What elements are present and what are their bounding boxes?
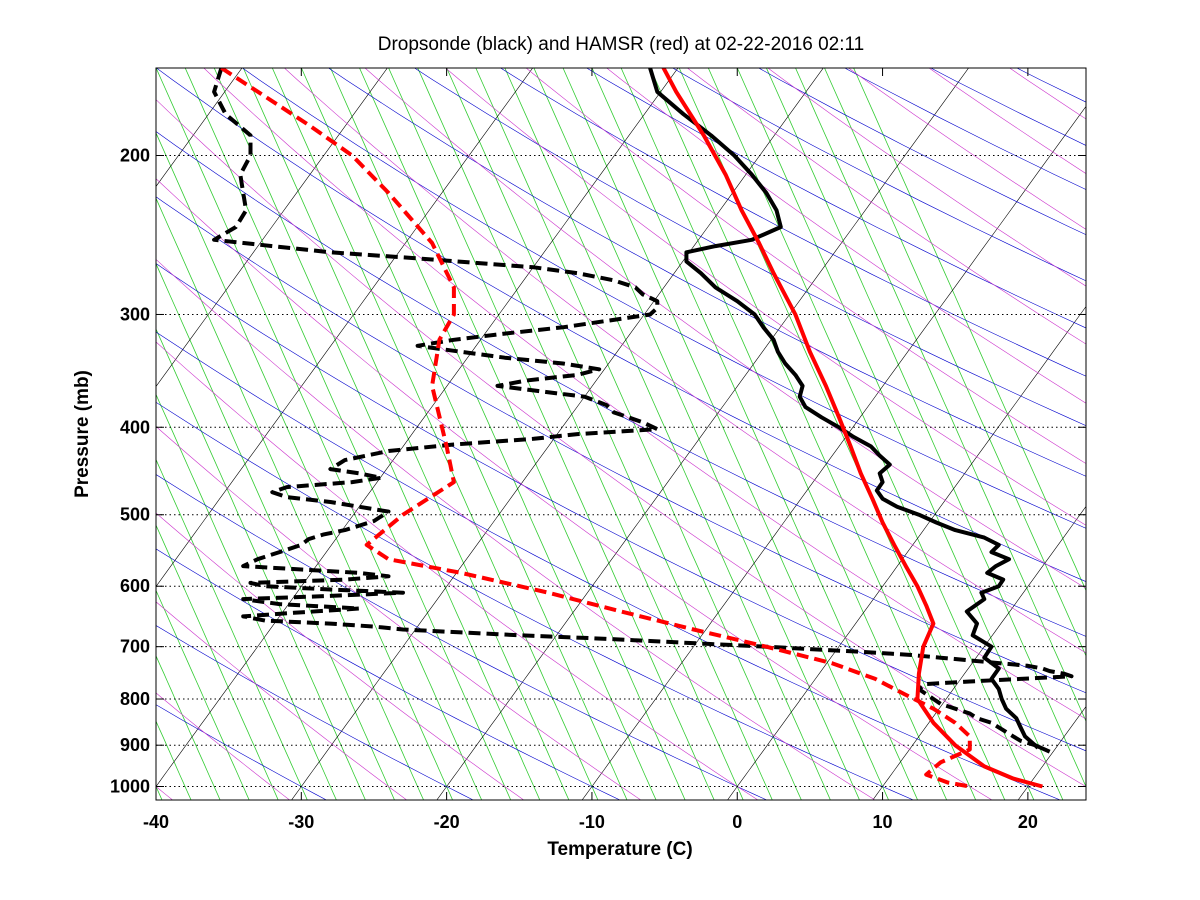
moist-adiabat-line: [445, 68, 1086, 526]
x-tick-label: 20: [1018, 812, 1038, 832]
series-line-hamsr-dashed-3: [220, 68, 972, 789]
y-tick-label: 1000: [110, 777, 150, 797]
y-tick-label: 700: [120, 637, 150, 657]
mixing-ratio-line: [156, 654, 221, 800]
dry-adiabat-line: [156, 625, 474, 800]
mixing-ratio-line: [504, 68, 831, 800]
x-tick-label: 0: [732, 812, 742, 832]
mixing-ratio-line: [184, 68, 512, 800]
plot-frame: [155, 67, 1087, 801]
isotherm-line: [156, 68, 388, 387]
y-tick-label: 500: [120, 505, 150, 525]
moist-adiabat-line: [156, 341, 759, 800]
y-tick-label: 400: [120, 417, 150, 437]
x-tick-label: 10: [873, 812, 893, 832]
y-tick-label: 200: [120, 145, 150, 165]
dry-adiabat-line: [156, 704, 328, 800]
moist-adiabat-line: [525, 68, 1086, 464]
dry-adiabat-line: [414, 68, 1086, 426]
isotherm-line: [1017, 706, 1086, 800]
mixing-ratio-line: [824, 68, 1086, 657]
x-tick-label: -30: [288, 812, 314, 832]
moist-adiabat-line: [283, 68, 1086, 654]
series-line-hamsr-solid-2: [661, 68, 1043, 789]
series-line-dropsonde-solid-0: [648, 68, 1051, 754]
x-tick-label: -40: [143, 812, 169, 832]
dry-adiabat-line: [156, 68, 1086, 582]
series-line-dropsonde-dashed-1: [212, 68, 1074, 751]
dry-adiabat-line: [241, 68, 1086, 529]
mixing-ratio-line: [446, 68, 773, 800]
mixing-ratio-line: [156, 393, 337, 800]
x-tick-label: -20: [434, 812, 460, 832]
y-tick-label: 300: [120, 304, 150, 324]
chart-title: Dropsonde (black) and HAMSR (red) at 02-…: [378, 34, 865, 55]
mixing-ratio-line: [156, 720, 192, 800]
dry-adiabat-line: [328, 68, 1086, 477]
plot-area: [156, 68, 1086, 800]
y-tick-label: 800: [120, 689, 150, 709]
y-tick-label: 900: [120, 735, 150, 755]
x-tick-label: -10: [579, 812, 605, 832]
dry-adiabat-line: [156, 474, 768, 800]
x-axis-label: Temperature (C): [547, 839, 692, 860]
y-tick-label: 600: [120, 576, 150, 596]
data-series: [212, 68, 1074, 789]
mixing-ratio-line: [156, 132, 454, 800]
dry-adiabat-line: [156, 401, 915, 800]
mixing-ratio-line: [562, 68, 890, 800]
moist-adiabat-line: [156, 601, 408, 800]
y-axis-label: Pressure (mb): [72, 370, 93, 498]
